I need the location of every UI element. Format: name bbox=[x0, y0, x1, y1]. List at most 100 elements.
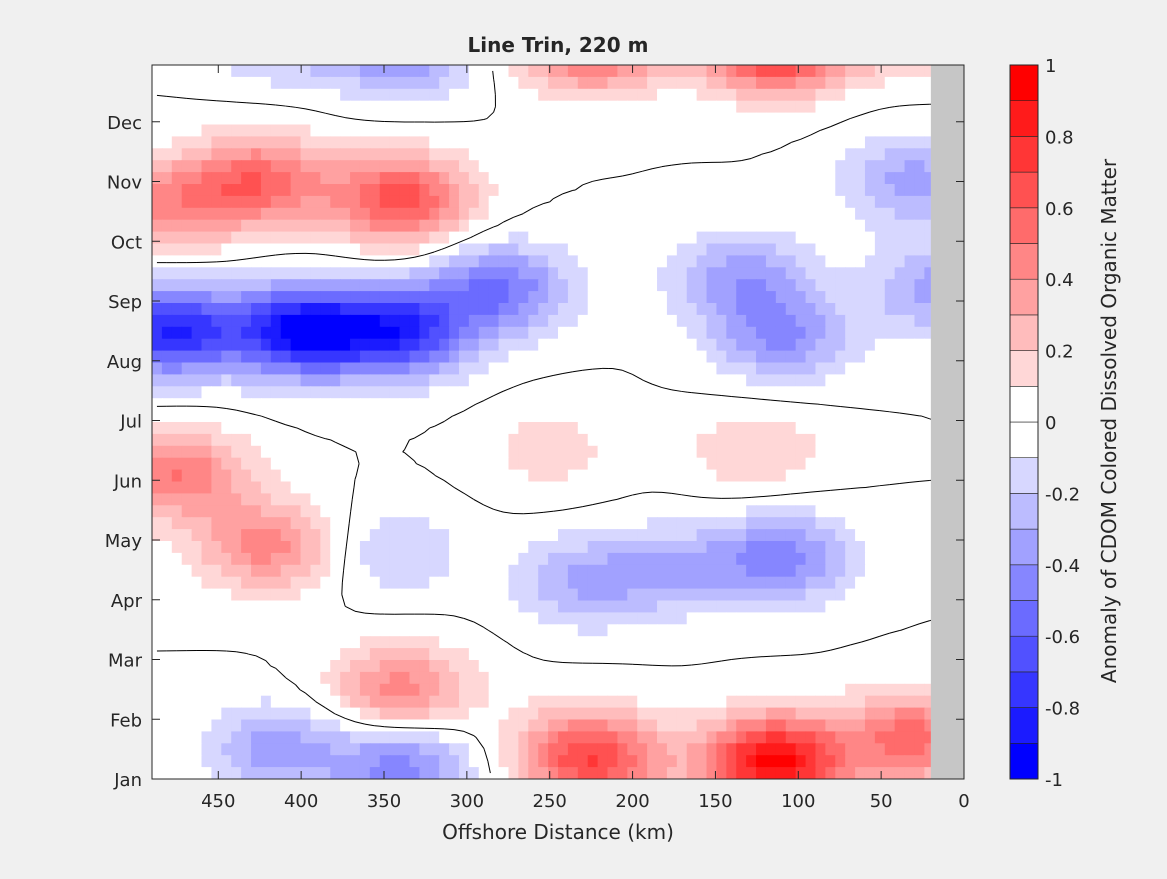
field-cell bbox=[746, 303, 757, 316]
field-cell bbox=[855, 339, 866, 352]
field-cell bbox=[687, 422, 698, 435]
field-cell bbox=[231, 684, 242, 697]
field-cell bbox=[885, 208, 896, 221]
field-cell bbox=[419, 529, 430, 542]
field-cell bbox=[855, 434, 866, 447]
field-cell bbox=[806, 398, 817, 411]
field-cell bbox=[479, 612, 490, 625]
field-cell bbox=[330, 565, 341, 578]
field-cell bbox=[211, 125, 222, 138]
field-cell bbox=[647, 65, 658, 78]
field-cell bbox=[835, 410, 846, 423]
field-cell bbox=[211, 244, 222, 257]
field-cell bbox=[786, 113, 797, 126]
field-cell bbox=[489, 255, 500, 268]
field-cell bbox=[320, 541, 331, 554]
field-cell bbox=[192, 493, 203, 506]
field-cell bbox=[330, 505, 341, 518]
field-cell bbox=[360, 648, 371, 661]
field-cell bbox=[211, 493, 222, 506]
field-cell bbox=[370, 315, 381, 328]
field-cell bbox=[815, 148, 826, 161]
field-cell bbox=[320, 422, 331, 435]
field-cell bbox=[707, 101, 718, 114]
field-cell bbox=[330, 636, 341, 649]
field-cell bbox=[192, 136, 203, 149]
field-cell bbox=[508, 327, 519, 340]
field-cell bbox=[528, 303, 539, 316]
field-cell bbox=[390, 577, 401, 590]
field-cell bbox=[301, 160, 312, 173]
field-cell bbox=[320, 255, 331, 268]
field-cell bbox=[251, 220, 262, 233]
field-cell bbox=[172, 160, 183, 173]
field-cell bbox=[647, 220, 658, 233]
field-cell bbox=[548, 77, 559, 90]
field-cell bbox=[528, 136, 539, 149]
field-cell bbox=[766, 386, 777, 399]
field-cell bbox=[261, 113, 272, 126]
field-cell bbox=[231, 374, 242, 387]
field-cell bbox=[221, 541, 232, 554]
field-cell bbox=[508, 339, 519, 352]
field-cell bbox=[350, 255, 361, 268]
field-cell bbox=[538, 684, 549, 697]
field-cell bbox=[905, 255, 916, 268]
field-cell bbox=[786, 422, 797, 435]
field-cell bbox=[459, 101, 470, 114]
field-cell bbox=[806, 684, 817, 697]
field-cell bbox=[231, 291, 242, 304]
field-cell bbox=[231, 136, 242, 149]
field-cell bbox=[806, 374, 817, 387]
field-cell bbox=[845, 589, 856, 602]
field-cell bbox=[677, 303, 688, 316]
field-cell bbox=[905, 386, 916, 399]
field-cell bbox=[518, 624, 529, 637]
field-cell bbox=[815, 77, 826, 90]
field-cell bbox=[152, 255, 163, 268]
field-cell bbox=[796, 101, 807, 114]
field-cell bbox=[330, 374, 341, 387]
field-cell bbox=[380, 672, 391, 685]
field-cell bbox=[588, 386, 599, 399]
field-cell bbox=[251, 327, 262, 340]
field-cell bbox=[895, 339, 906, 352]
field-cell bbox=[340, 565, 351, 578]
field-cell bbox=[360, 422, 371, 435]
field-cell bbox=[211, 482, 222, 495]
field-cell bbox=[211, 755, 222, 768]
field-cell bbox=[608, 208, 619, 221]
field-cell bbox=[825, 244, 836, 257]
field-cell bbox=[459, 386, 470, 399]
field-cell bbox=[281, 601, 292, 614]
field-cell bbox=[380, 458, 391, 471]
field-cell bbox=[647, 624, 658, 637]
field-cell bbox=[449, 291, 460, 304]
field-cell bbox=[211, 612, 222, 625]
field-cell bbox=[231, 196, 242, 209]
field-cell bbox=[449, 255, 460, 268]
field-cell bbox=[746, 684, 757, 697]
field-cell bbox=[400, 565, 411, 578]
field-cell bbox=[558, 589, 569, 602]
field-cell bbox=[499, 315, 510, 328]
field-cell bbox=[657, 434, 668, 447]
field-cell bbox=[766, 113, 777, 126]
field-cell bbox=[518, 255, 529, 268]
field-cell bbox=[459, 220, 470, 233]
field-cell bbox=[548, 648, 559, 661]
field-cell bbox=[330, 660, 341, 673]
field-cell bbox=[301, 517, 312, 530]
field-cell bbox=[855, 279, 866, 292]
field-cell bbox=[380, 172, 391, 185]
field-cell bbox=[419, 291, 430, 304]
field-cell bbox=[716, 577, 727, 590]
field-cell bbox=[479, 374, 490, 387]
field-cell bbox=[845, 505, 856, 518]
field-cell bbox=[301, 244, 312, 257]
field-cell bbox=[627, 601, 638, 614]
field-cell bbox=[776, 589, 787, 602]
field-cell bbox=[182, 208, 193, 221]
field-cell bbox=[786, 89, 797, 102]
field-cell bbox=[350, 315, 361, 328]
